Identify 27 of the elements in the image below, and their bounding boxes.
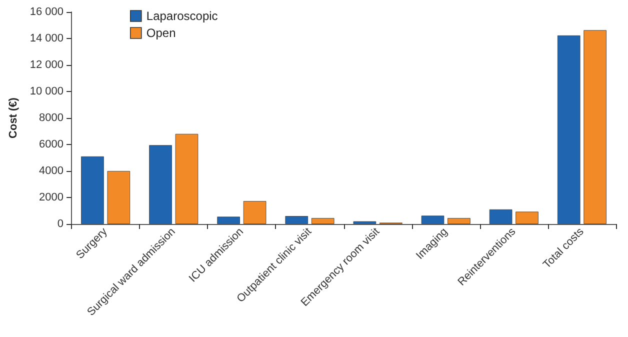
y-tick-label: 16 000 bbox=[30, 6, 64, 18]
bar bbox=[489, 209, 512, 224]
bar bbox=[243, 201, 266, 224]
y-tick-label: 0 bbox=[57, 218, 64, 230]
legend-label: Laparoscopic bbox=[146, 9, 218, 23]
bar bbox=[81, 156, 104, 224]
bar bbox=[107, 171, 130, 224]
y-tick-label: 10 000 bbox=[30, 86, 64, 98]
y-tick-label: 2000 bbox=[39, 192, 64, 204]
bar bbox=[448, 218, 470, 224]
y-tick-label: 14 000 bbox=[30, 32, 64, 44]
bar bbox=[217, 216, 240, 224]
y-tick-label: 4000 bbox=[39, 165, 64, 177]
bar bbox=[584, 30, 606, 224]
bar bbox=[285, 216, 308, 224]
bar bbox=[353, 221, 376, 224]
bar bbox=[421, 216, 444, 224]
bar bbox=[175, 134, 198, 224]
bar bbox=[149, 145, 172, 224]
bar bbox=[516, 212, 538, 224]
y-tick-label: 12 000 bbox=[30, 59, 64, 71]
y-tick-label: 6000 bbox=[39, 138, 64, 150]
bar bbox=[311, 218, 334, 224]
y-tick-label: 8000 bbox=[39, 112, 64, 124]
bar bbox=[557, 35, 580, 224]
legend-label: Open bbox=[146, 26, 176, 40]
y-axis-title: Cost (€) bbox=[8, 97, 20, 138]
